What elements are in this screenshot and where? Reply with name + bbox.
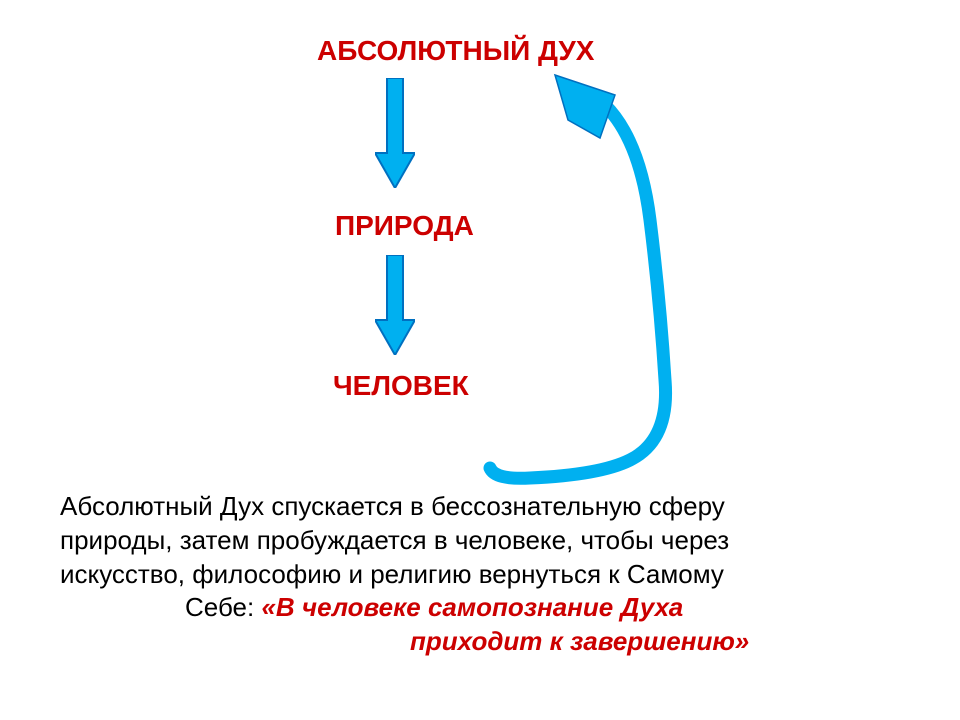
para-line-4-pre: Себе: [185, 592, 261, 622]
para-line-4-quote: «В человеке самопознание Духа [261, 592, 683, 622]
para-line-4: Себе: «В человеке самопознание Духа [60, 591, 900, 625]
para-line-5: приходит к завершению» [60, 625, 900, 659]
slide: АБСОЛЮТНЫЙ ДУХ ПРИРОДА ЧЕЛОВЕК Абсолютны… [0, 0, 960, 720]
body-paragraph: Абсолютный Дух спускается в бессознатель… [60, 490, 900, 659]
para-line-3: искусство, философию и религию вернуться… [60, 558, 900, 592]
para-line-2: природы, затем пробуждается в человеке, … [60, 524, 900, 558]
para-line-5-quote: приходит к завершению» [410, 626, 749, 656]
para-line-1: Абсолютный Дух спускается в бессознатель… [60, 490, 900, 524]
